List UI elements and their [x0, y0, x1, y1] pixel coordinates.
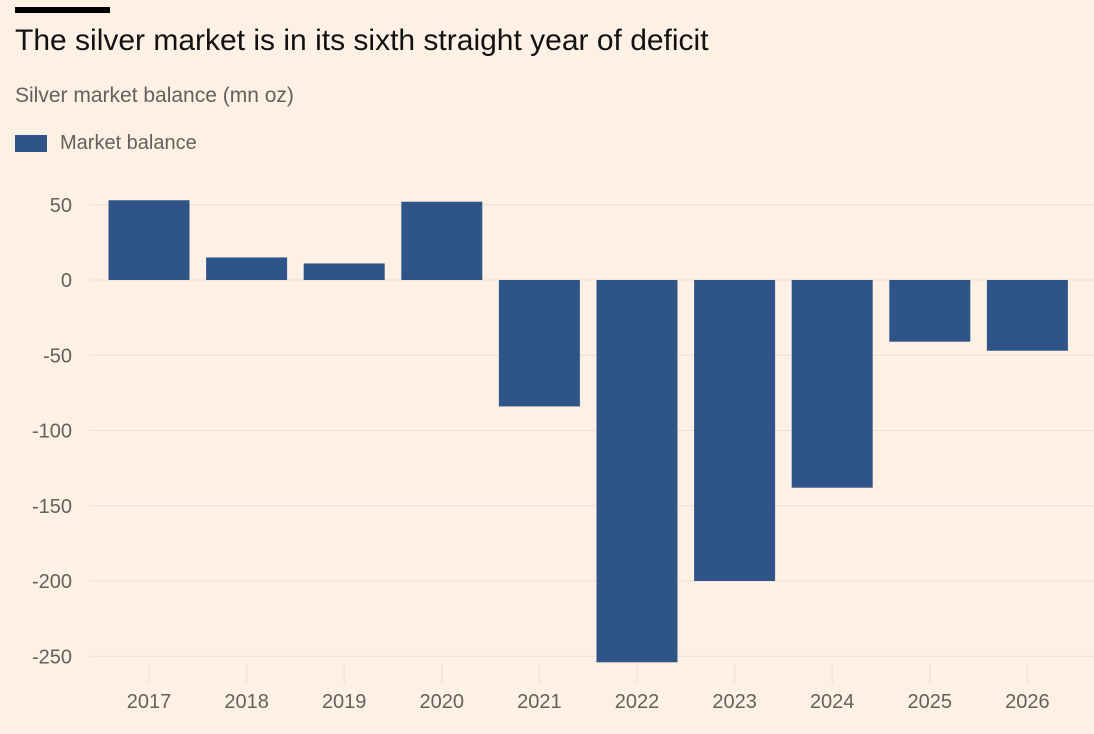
x-tick-label: 2022: [615, 691, 660, 713]
legend: Market balance: [15, 132, 197, 155]
x-tick-label: 2026: [1005, 691, 1050, 713]
legend-swatch: [15, 135, 47, 152]
bar-2019: [303, 263, 385, 280]
y-tick-label: -250: [32, 646, 72, 668]
y-tick-label: -200: [32, 571, 72, 593]
bar-2024: [791, 280, 873, 488]
chart-title: The silver market is in its sixth straig…: [15, 24, 709, 57]
x-tick-label: 2019: [322, 691, 367, 713]
bar-2022: [596, 280, 678, 663]
bar-2026: [986, 280, 1068, 351]
x-tick-label: 2018: [224, 691, 269, 713]
legend-label: Market balance: [60, 132, 197, 154]
y-tick-label: -50: [43, 345, 72, 367]
header-rule: [15, 7, 110, 13]
bar-2021: [498, 280, 580, 407]
x-tick-label: 2017: [127, 691, 172, 713]
bar-2018: [206, 257, 288, 280]
x-tick-label: 2021: [517, 691, 562, 713]
bar-2017: [108, 200, 190, 280]
x-tick-label: 2024: [810, 691, 855, 713]
y-tick-label: -150: [32, 496, 72, 518]
x-axis: 2017 2018 2019 2020 2021 2022 2023 2024 2025 2026: [127, 663, 1050, 713]
bar-2023: [694, 280, 776, 581]
x-tick-label: 2020: [420, 691, 465, 713]
y-tick-label: -100: [32, 421, 72, 443]
x-tick-label: 2023: [712, 691, 757, 713]
bar-2025: [889, 280, 971, 342]
x-tick-label: 2025: [908, 691, 953, 713]
chart-subtitle: Silver market balance (mn oz): [15, 84, 294, 107]
y-tick-label: 50: [50, 195, 72, 217]
bars: [108, 200, 1068, 663]
y-tick-label: 0: [61, 270, 72, 292]
y-axis: 50 0 -50 -100 -150 -200 -250: [32, 195, 72, 669]
bar-2020: [401, 201, 483, 280]
